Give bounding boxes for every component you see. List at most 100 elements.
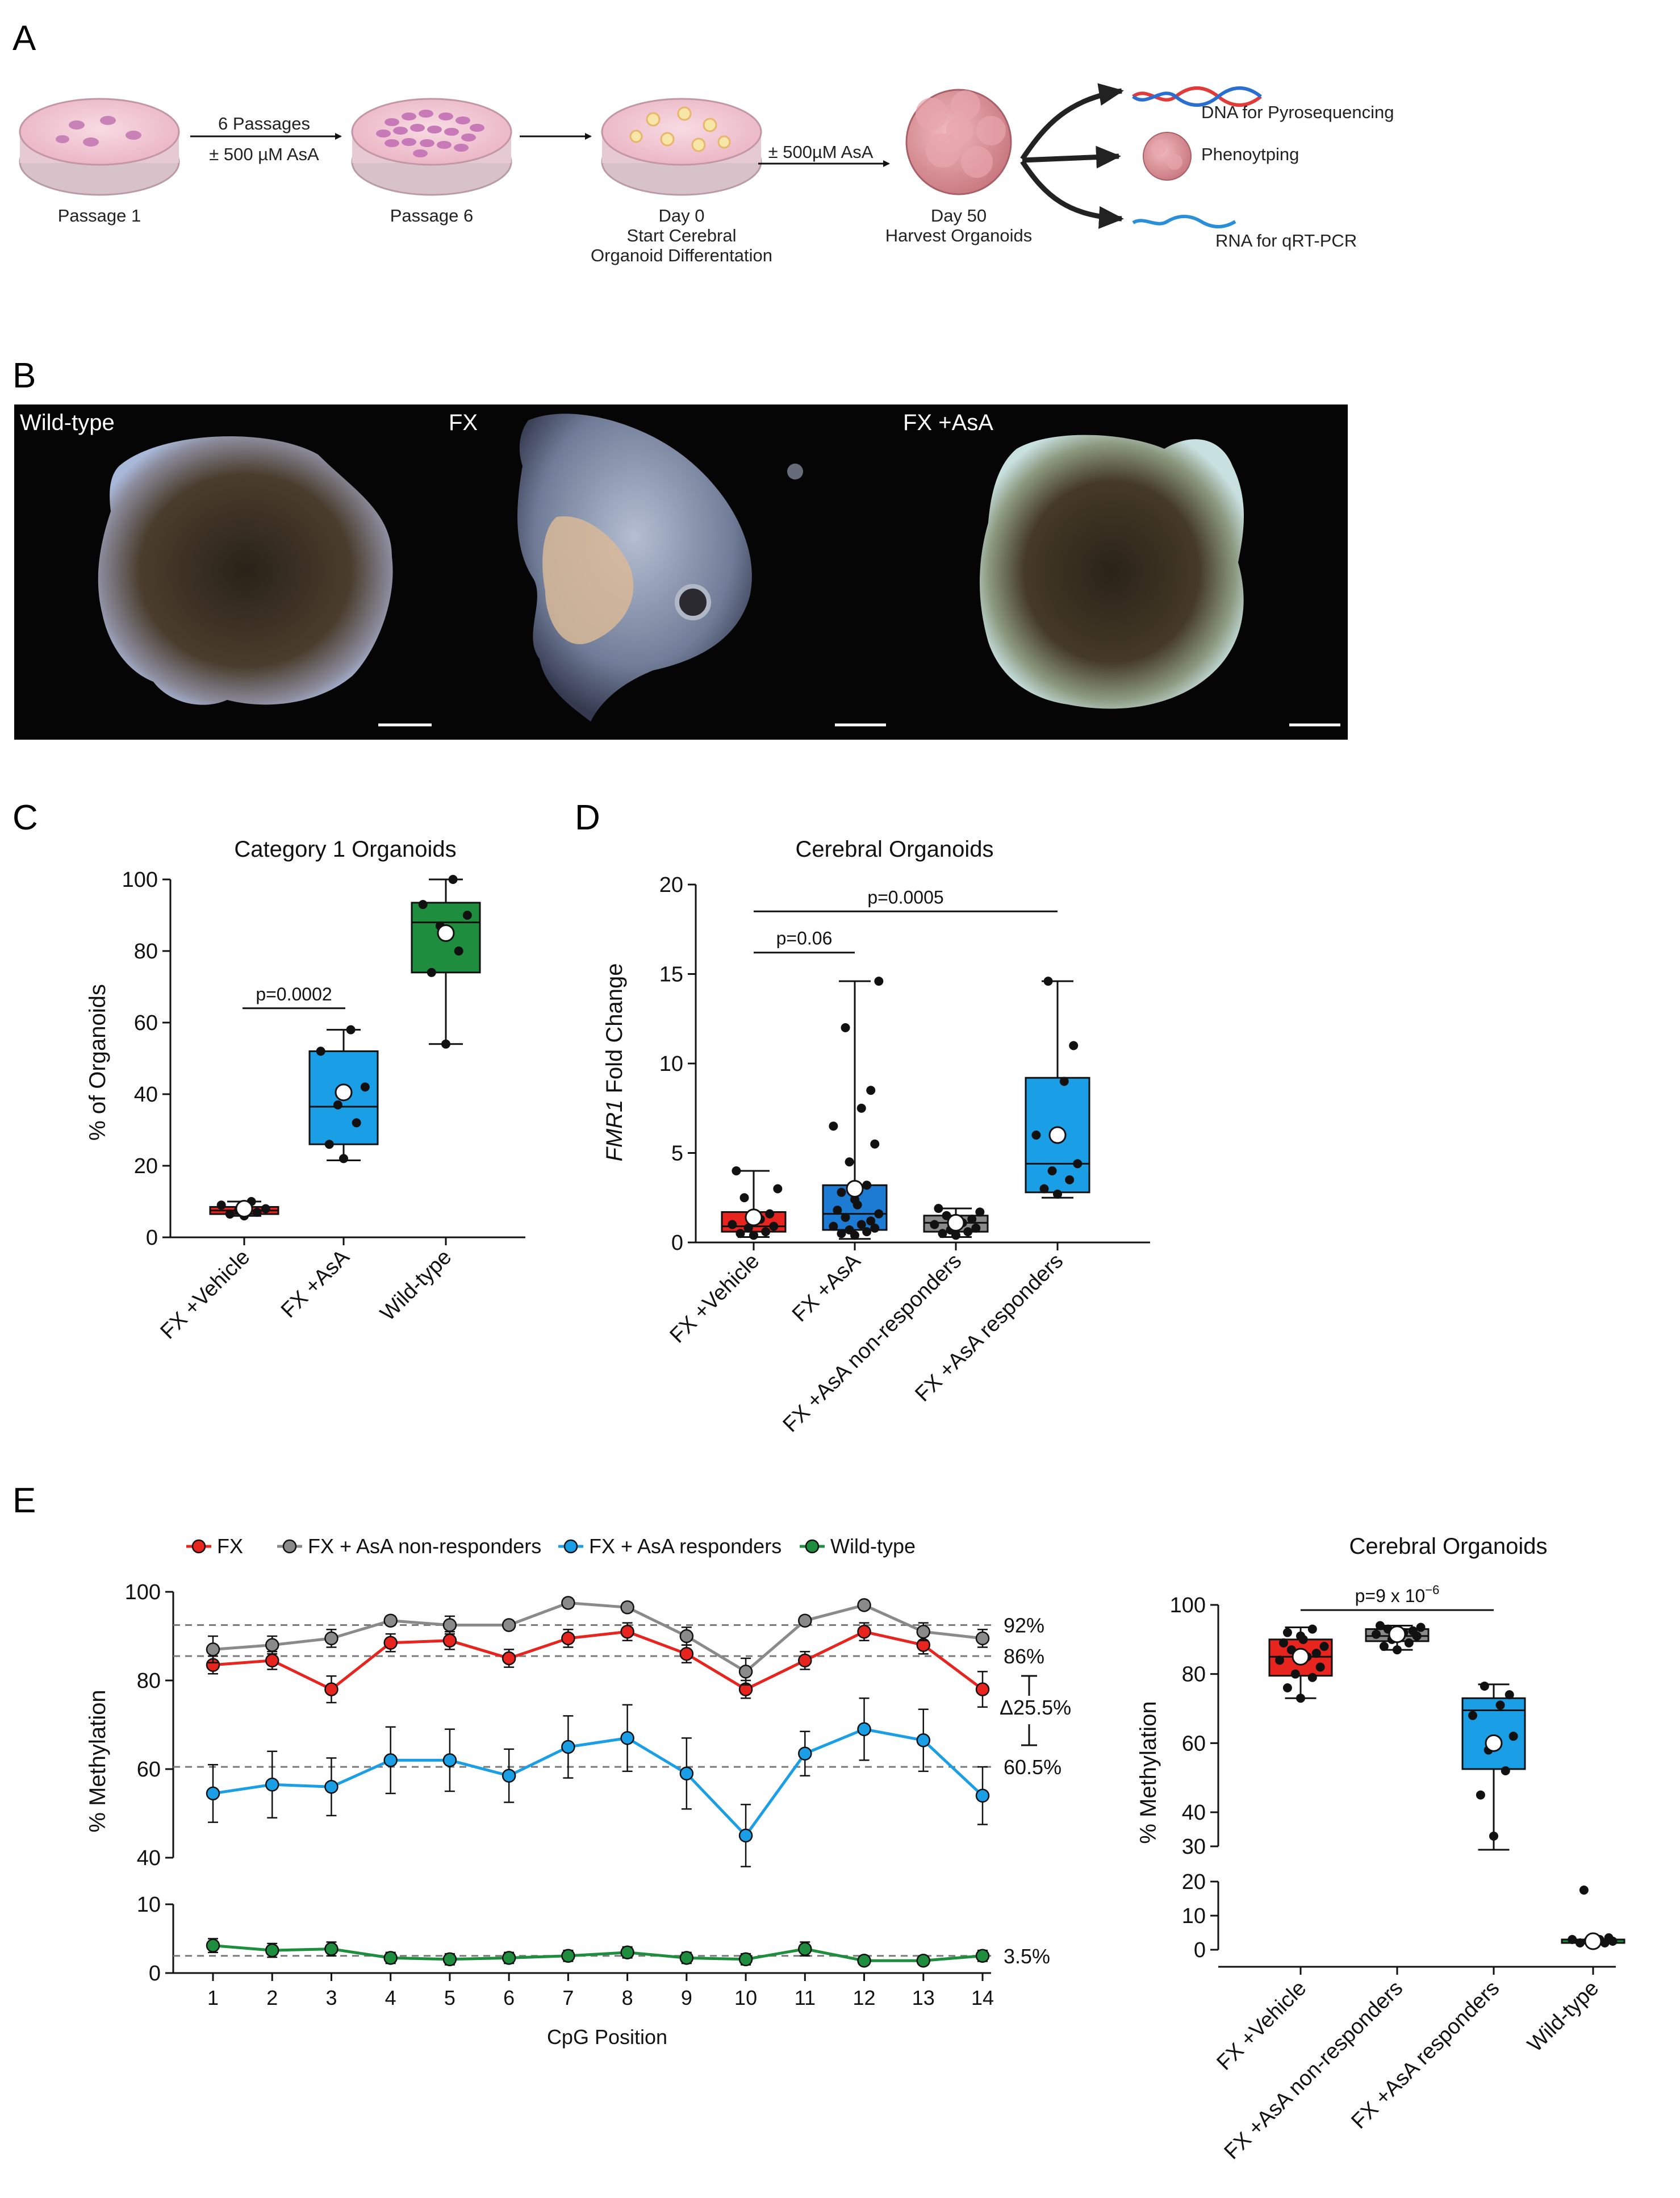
series-point <box>442 1618 457 1632</box>
data-point <box>1053 1189 1062 1199</box>
series-point <box>738 1952 753 1967</box>
data-point <box>1501 1766 1510 1775</box>
y-tick-label: 80 <box>134 940 158 964</box>
legend-label: FX <box>217 1534 243 1558</box>
data-point <box>862 1181 872 1190</box>
mean-marker <box>335 1083 353 1102</box>
panel-label-c: C <box>12 798 38 837</box>
data-point <box>252 1207 262 1217</box>
y-tick-label: 100 <box>125 1580 161 1604</box>
data-point <box>749 1231 758 1240</box>
mean-marker <box>437 924 455 942</box>
series-point <box>975 1631 990 1646</box>
data-point <box>360 1082 370 1092</box>
chart-d-ylabel: FMR1 Fold Change <box>602 963 627 1161</box>
data-point <box>448 875 458 884</box>
series-line <box>212 1728 984 1838</box>
series-point <box>502 1651 516 1666</box>
data-point <box>1069 1041 1079 1050</box>
y-tick-label: 100 <box>122 868 158 892</box>
series-point <box>857 1624 871 1639</box>
box-group-1 <box>822 977 888 1240</box>
series-point <box>206 1786 220 1801</box>
series-point <box>798 1653 812 1668</box>
data-point <box>1047 1166 1057 1175</box>
data-point <box>975 1207 985 1217</box>
category-label: FX +Vehicle <box>666 1249 764 1348</box>
data-point <box>1508 1732 1518 1741</box>
series-point <box>916 1953 931 1968</box>
box-group-2 <box>923 1204 989 1240</box>
series-0 <box>206 1622 990 1708</box>
reference-line-label: 92% <box>1004 1614 1044 1637</box>
series-point <box>975 1788 990 1803</box>
data-point <box>1476 1790 1485 1800</box>
data-point <box>454 946 463 956</box>
mean-marker <box>947 1213 965 1232</box>
data-point <box>427 967 436 977</box>
data-point <box>324 1140 334 1149</box>
data-point <box>874 977 884 986</box>
data-point <box>1043 977 1053 986</box>
delta-label: Δ25.5% <box>1000 1696 1071 1719</box>
data-point <box>1393 1645 1402 1655</box>
arrow-day50-label: ± 500µM AsA <box>768 142 874 162</box>
x-tick-label: 9 <box>681 1986 692 2009</box>
chart-e2-title: Cerebral Organoids <box>1349 1534 1547 1559</box>
data-point <box>216 1200 226 1210</box>
category-label: FX +AsA non-responders <box>1220 1976 1408 2164</box>
data-point <box>1282 1628 1292 1637</box>
p-value-exponent: −6 <box>1425 1583 1439 1597</box>
chart-c-category1: Category 1 Organoids % of Organoids 0 20 4… <box>85 837 525 1344</box>
data-point <box>1379 1642 1389 1651</box>
chart-e1-xlabel: CpG Position <box>547 2025 667 2049</box>
series-point <box>679 1766 694 1781</box>
y-tick-label: 60 <box>1182 1732 1206 1755</box>
image-wild-type: Wild-type <box>14 404 445 740</box>
legend-swatch-marker <box>282 1539 297 1554</box>
series-point <box>561 1596 575 1610</box>
y-tick-label: 10 <box>1182 1904 1206 1928</box>
series-point <box>324 1942 338 1956</box>
y-tick-label: 0 <box>671 1231 683 1255</box>
data-point <box>1575 1938 1585 1947</box>
data-point <box>1311 1649 1321 1658</box>
data-point <box>316 1046 325 1056</box>
step-day0-line3: Organoid Differentation <box>591 245 772 265</box>
series-point <box>975 1949 990 1963</box>
data-point <box>841 1023 850 1032</box>
data-point <box>773 1184 783 1194</box>
x-tick-label: 2 <box>266 1986 278 2009</box>
panel-label-b: B <box>12 356 36 395</box>
y-tick-label: 20 <box>134 1154 158 1178</box>
data-point <box>1372 1629 1381 1639</box>
y-tick-label: 0 <box>1194 1938 1206 1962</box>
y-tick-label: 20 <box>659 873 683 897</box>
series-point <box>620 1624 634 1639</box>
data-point <box>1480 1681 1489 1691</box>
image-wild-type-label: Wild-type <box>20 410 115 435</box>
y-tick-label: 80 <box>1182 1663 1206 1687</box>
y-tick-label: 40 <box>1182 1801 1206 1825</box>
category-label: FX +AsA <box>788 1249 866 1327</box>
data-point <box>837 1229 846 1238</box>
data-point <box>761 1227 771 1237</box>
step-day50-line1: Day 50 <box>931 206 987 226</box>
p-value-label: p=0.0005 <box>867 887 943 907</box>
series-point <box>738 1828 753 1843</box>
series-point <box>857 1598 871 1612</box>
y-tick-label: 20 <box>1182 1870 1206 1894</box>
mean-marker <box>235 1200 253 1218</box>
box-group-0 <box>1268 1624 1333 1703</box>
series-point <box>679 1951 694 1965</box>
arrow-passages-bottom-label: ± 500 µM AsA <box>209 144 319 164</box>
data-point <box>1296 1694 1305 1703</box>
data-point <box>837 1187 846 1197</box>
p-value-label: p=9 x 10−6 <box>1355 1583 1440 1606</box>
data-point <box>1073 1159 1083 1169</box>
panel-label-d: D <box>575 798 600 837</box>
category-label: Wild-type <box>376 1245 457 1326</box>
data-point <box>934 1204 943 1213</box>
y-tick-label: 80 <box>137 1669 161 1693</box>
series-point <box>324 1779 338 1794</box>
